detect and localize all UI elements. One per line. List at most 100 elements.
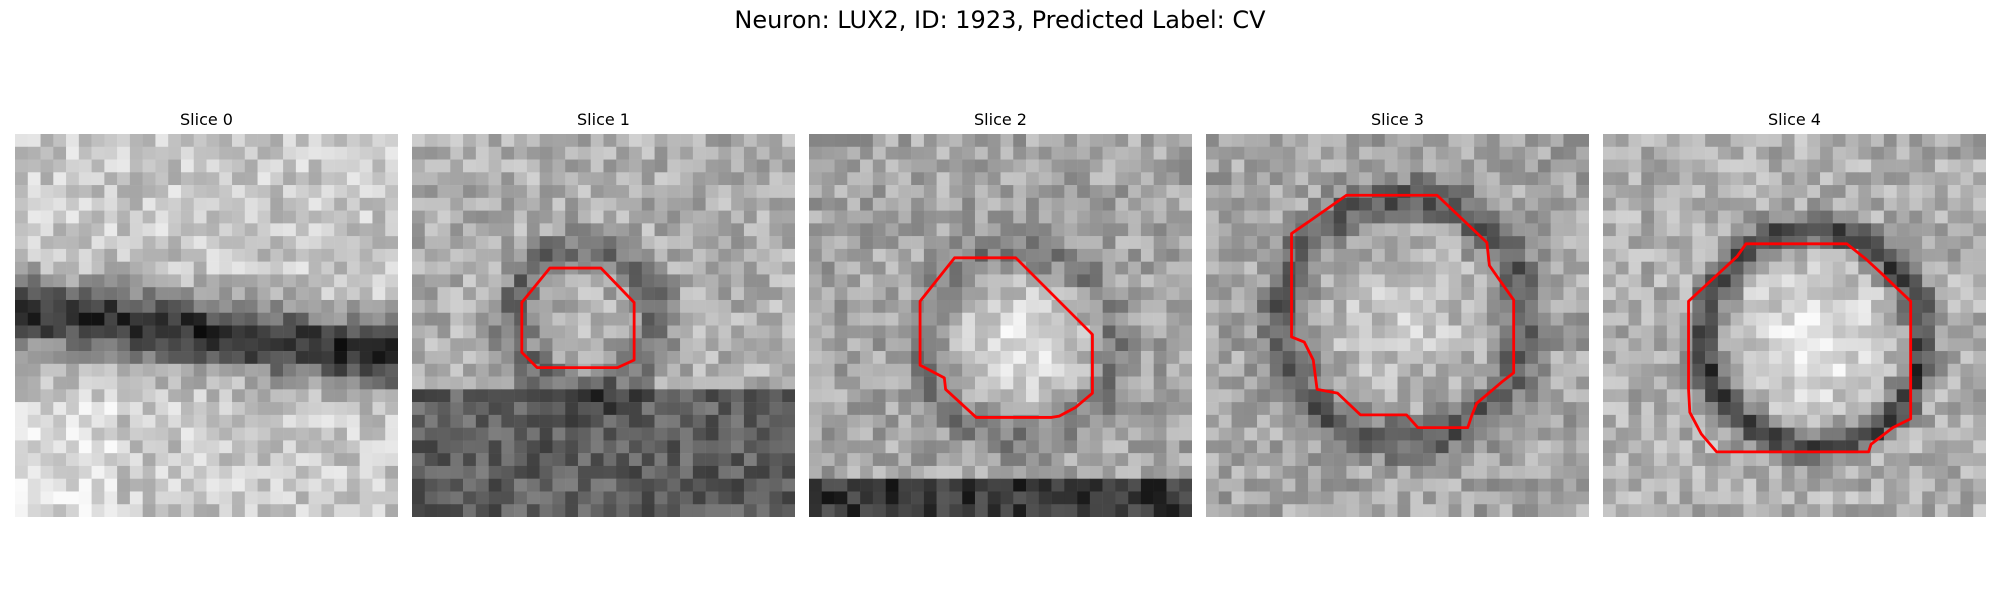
image-pixel (731, 478, 745, 492)
image-pixel (949, 299, 963, 313)
image-pixel (1231, 338, 1245, 352)
image-pixel (1576, 210, 1589, 224)
image-pixel (1179, 478, 1192, 492)
image-pixel (295, 504, 309, 517)
image-pixel (1435, 159, 1449, 173)
image-pixel (1115, 363, 1129, 377)
image-pixel (1166, 299, 1180, 313)
image-pixel (412, 185, 426, 199)
image-pixel (705, 402, 719, 416)
image-pixel (1128, 134, 1142, 148)
image-pixel (475, 402, 489, 416)
image-pixel (1089, 223, 1103, 237)
image-pixel (1384, 197, 1398, 211)
image-pixel (66, 465, 80, 479)
image-pixel (898, 134, 912, 148)
image-pixel (898, 299, 912, 313)
image-pixel (1654, 248, 1668, 262)
image-pixel (257, 261, 271, 275)
image-pixel (539, 159, 553, 173)
image-pixel (1435, 274, 1449, 288)
image-pixel (1333, 287, 1347, 301)
image-pixel (847, 414, 861, 428)
image-pixel (1768, 478, 1782, 492)
image-pixel (1077, 402, 1091, 416)
image-pixel (142, 172, 156, 186)
image-pixel (539, 299, 553, 313)
image-pixel (1537, 376, 1551, 390)
image-pixel (1089, 491, 1103, 505)
image-pixel (1858, 185, 1872, 199)
image-pixel (1308, 197, 1322, 211)
image-pixel (962, 274, 976, 288)
image-pixel (616, 274, 630, 288)
image-pixel (1206, 274, 1220, 288)
image-pixel (1679, 299, 1693, 313)
image-pixel (270, 376, 284, 390)
image-pixel (1359, 440, 1373, 454)
image-pixel (743, 134, 757, 148)
image-pixel (1474, 338, 1488, 352)
image-pixel (718, 223, 732, 237)
image-pixel (898, 427, 912, 441)
image-pixel (1064, 236, 1078, 250)
image-pixel (667, 440, 681, 454)
image-pixel (718, 325, 732, 339)
image-pixel (1397, 248, 1411, 262)
image-pixel (1717, 376, 1731, 390)
image-pixel (1089, 236, 1103, 250)
image-pixel (539, 236, 553, 250)
image-pixel (346, 134, 360, 148)
image-pixel (1641, 261, 1655, 275)
image-pixel (1654, 427, 1668, 441)
image-pixel (1371, 504, 1385, 517)
image-pixel (1909, 197, 1923, 211)
image-pixel (898, 172, 912, 186)
image-pixel (667, 248, 681, 262)
image-pixel (962, 440, 976, 454)
image-pixel (1384, 465, 1398, 479)
image-pixel (577, 248, 591, 262)
image-pixel (1320, 363, 1334, 377)
image-pixel (1768, 402, 1782, 416)
image-pixel (1448, 312, 1462, 326)
figure-title: Neuron: LUX2, ID: 1923, Predicted Label:… (734, 6, 1266, 34)
image-pixel (705, 172, 719, 186)
image-pixel (821, 261, 835, 275)
image-pixel (1218, 363, 1232, 377)
image-pixel (834, 312, 848, 326)
image-pixel (1563, 172, 1577, 186)
image-pixel (974, 338, 988, 352)
image-pixel (219, 287, 233, 301)
image-pixel (424, 338, 438, 352)
image-pixel (321, 210, 335, 224)
image-pixel (1628, 248, 1642, 262)
image-pixel (66, 491, 80, 505)
image-pixel (898, 223, 912, 237)
image-pixel (334, 261, 348, 275)
image-pixel (437, 402, 451, 416)
image-pixel (1166, 274, 1180, 288)
image-pixel (346, 159, 360, 173)
image-pixel (463, 440, 477, 454)
image-pixel (1140, 185, 1154, 199)
image-pixel (488, 312, 502, 326)
image-pixel (809, 504, 823, 517)
image-pixel (450, 414, 464, 428)
image-pixel (1206, 351, 1220, 365)
image-pixel (308, 210, 322, 224)
image-pixel (321, 312, 335, 326)
image-pixel (654, 465, 668, 479)
image-pixel (104, 134, 118, 148)
image-pixel (1641, 427, 1655, 441)
image-pixel (1845, 491, 1859, 505)
image-pixel (962, 299, 976, 313)
image-pixel (949, 504, 963, 517)
image-pixel (1794, 376, 1808, 390)
image-pixel (450, 312, 464, 326)
image-pixel (514, 363, 528, 377)
image-pixel (1768, 134, 1782, 148)
image-pixel (718, 197, 732, 211)
image-pixel (1615, 223, 1629, 237)
image-pixel (590, 134, 604, 148)
